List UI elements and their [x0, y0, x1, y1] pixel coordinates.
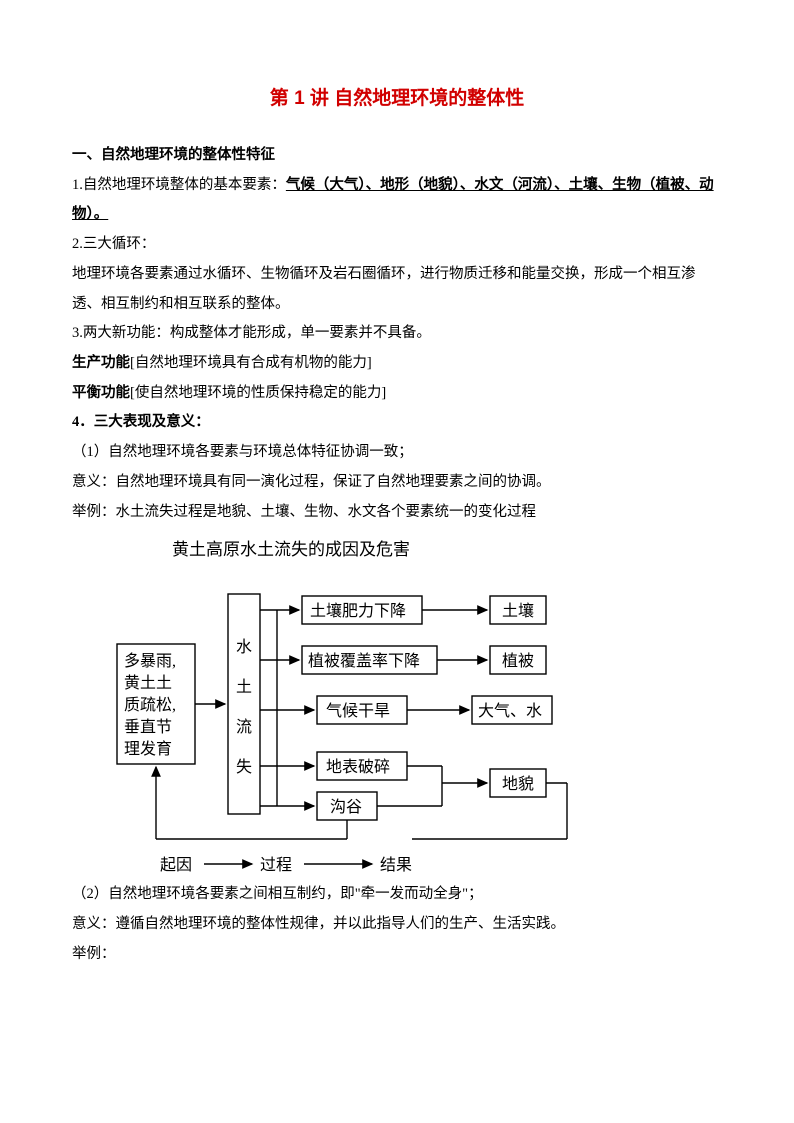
svg-text:土: 土	[236, 678, 252, 696]
text: [自然地理环境具有合成有机物的能力]	[130, 355, 372, 371]
svg-text:气候干旱: 气候干旱	[326, 702, 390, 720]
svg-text:流: 流	[236, 718, 252, 736]
text-underline: 气候（大气）、地形（地貌）、水文（河流）、土壤、生物（植被、动	[286, 177, 714, 193]
page-title: 第 1 讲 自然地理环境的整体性	[72, 80, 722, 119]
para-cycles-body: 地理环境各要素通过水循环、生物循环及岩石圈循环，进行物质迁移和能量交换，形成一个…	[72, 260, 722, 319]
para-m1: （1）自然地理环境各要素与环境总体特征协调一致；	[72, 438, 722, 468]
para-cycles-head: 2.三大循环：	[72, 230, 722, 260]
label: 平衡功能	[72, 385, 130, 401]
svg-text:沟谷: 沟谷	[330, 798, 362, 816]
text: 1.自然地理环境整体的基本要素：	[72, 177, 286, 193]
para-balance: 平衡功能[使自然地理环境的性质保持稳定的能力]	[72, 379, 722, 409]
svg-text:地表破碎: 地表破碎	[326, 758, 390, 776]
diagram-container: 黄土高原水土流失的成因及危害 多暴雨, 黄土土 质疏松, 垂直节 理发育 水 土…	[112, 533, 722, 874]
heading-manifest: 4．三大表现及意义：	[72, 408, 722, 438]
svg-text:植被: 植被	[502, 652, 534, 670]
text: [使自然地理环境的性质保持稳定的能力]	[130, 385, 386, 401]
para-functions: 3.两大新功能：构成整体才能形成，单一要素并不具备。	[72, 319, 722, 349]
para-m2-example: 举例：	[72, 940, 722, 970]
text-underline-2: 物）。	[72, 200, 722, 230]
svg-text:土壤: 土壤	[502, 601, 534, 620]
svg-text:垂直节: 垂直节	[124, 718, 172, 736]
svg-text:多暴雨,: 多暴雨,	[124, 652, 176, 670]
svg-text:起因: 起因	[160, 856, 192, 874]
para-m2: （2）自然地理环境各要素之间相互制约，即"牵一发而动全身"；	[72, 880, 722, 910]
para-production: 生产功能[自然地理环境具有合成有机物的能力]	[72, 349, 722, 379]
svg-text:植被覆盖率下降: 植被覆盖率下降	[308, 652, 420, 670]
para-elements: 1.自然地理环境整体的基本要素：气候（大气）、地形（地貌）、水文（河流）、土壤、…	[72, 171, 722, 201]
diagram-title: 黄土高原水土流失的成因及危害	[172, 533, 722, 568]
label: 生产功能	[72, 355, 130, 371]
svg-text:土壤肥力下降: 土壤肥力下降	[310, 601, 406, 620]
svg-text:过程: 过程	[260, 856, 292, 874]
para-m1-meaning: 意义：自然地理环境具有同一演化过程，保证了自然地理要素之间的协调。	[72, 468, 722, 498]
svg-text:大气、水: 大气、水	[478, 702, 542, 720]
svg-text:质疏松,: 质疏松,	[124, 696, 176, 714]
flowchart: 多暴雨, 黄土土 质疏松, 垂直节 理发育 水 土 流 失 土壤肥力下降 植被覆…	[112, 574, 592, 874]
para-m1-example: 举例：水土流失过程是地貌、土壤、生物、水文各个要素统一的变化过程	[72, 498, 722, 528]
svg-text:水: 水	[236, 638, 252, 656]
svg-text:失: 失	[236, 758, 252, 776]
para-m2-meaning: 意义：遵循自然地理环境的整体性规律，并以此指导人们的生产、生活实践。	[72, 910, 722, 940]
svg-text:理发育: 理发育	[124, 740, 172, 758]
svg-text:地貌: 地貌	[502, 775, 534, 793]
svg-text:黄土土: 黄土土	[124, 674, 172, 692]
heading-1: 一、自然地理环境的整体性特征	[72, 141, 722, 171]
svg-text:结果: 结果	[380, 856, 412, 874]
